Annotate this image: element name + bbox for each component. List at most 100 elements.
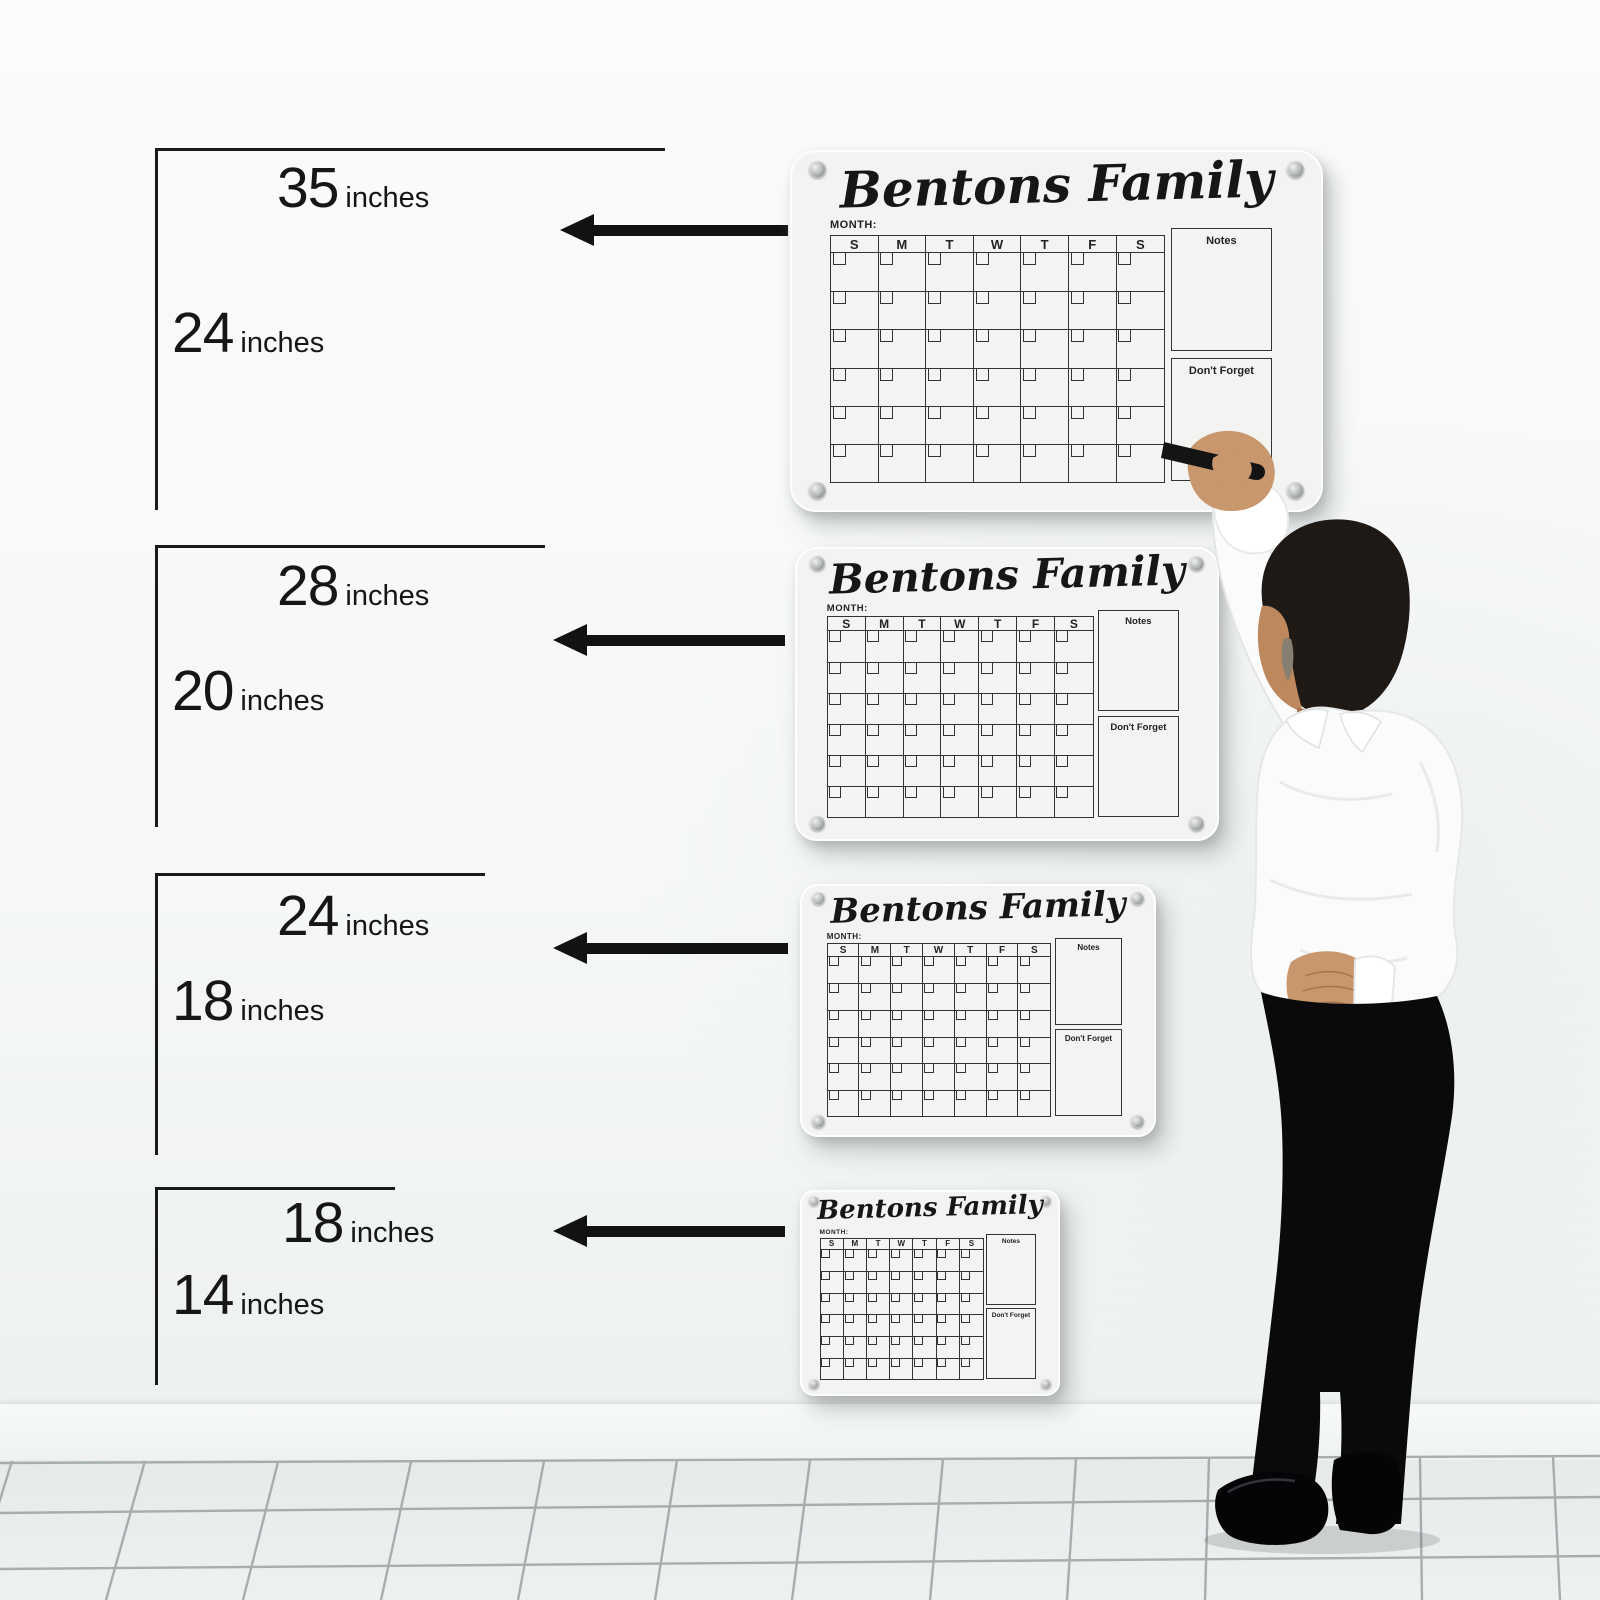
- date-corner-box: [828, 1036, 839, 1047]
- day-cell: [923, 955, 955, 984]
- weekday-header: W: [974, 236, 1022, 253]
- height-unit: inches: [240, 327, 325, 359]
- day-cell: [1054, 693, 1093, 724]
- day-cell: [926, 367, 974, 406]
- day-cell: [1068, 291, 1117, 330]
- date-corner-box: [891, 1271, 901, 1281]
- shirt-sleeve-reaching-arm: [1211, 490, 1355, 730]
- weekday-header: S: [1030, 944, 1038, 956]
- day-cell: [820, 1292, 844, 1315]
- date-corner-box: [829, 693, 842, 706]
- date-corner-box: [924, 955, 935, 966]
- date-corner-box: [924, 1063, 935, 1074]
- date-corner-box: [1118, 405, 1132, 419]
- date-corner-box: [960, 1357, 970, 1367]
- screw-icon: [1040, 1378, 1051, 1389]
- weekday-header: S: [828, 944, 860, 956]
- date-corner-box: [987, 983, 998, 994]
- date-corner-box: [980, 630, 993, 643]
- date-corner-box: [975, 444, 989, 458]
- dont-forget-box: Don't Forget: [985, 1308, 1036, 1380]
- date-corner-box: [1118, 291, 1132, 305]
- day-cell: [1055, 630, 1093, 662]
- day-cell: [890, 1314, 914, 1337]
- day-cell: [1054, 755, 1093, 786]
- day-cell: [859, 1063, 892, 1090]
- day-cell: [843, 1314, 867, 1337]
- day-cell: [890, 1357, 914, 1380]
- date-corner-box: [904, 630, 917, 643]
- day-cell: [843, 1271, 867, 1293]
- date-corner-box: [867, 1292, 877, 1302]
- date-corner-box: [987, 955, 998, 966]
- day-cell: [936, 1357, 960, 1380]
- day-cell: [1018, 955, 1050, 984]
- date-corner-box: [1023, 252, 1037, 266]
- height-label: 14 inches: [172, 1267, 324, 1324]
- hip-hand: [1286, 951, 1378, 1031]
- date-corner-box: [956, 955, 967, 966]
- date-corner-box: [821, 1314, 831, 1324]
- day-cell: [959, 1336, 983, 1358]
- day-cell: [904, 630, 942, 663]
- date-corner-box: [1019, 1063, 1030, 1074]
- date-corner-box: [1018, 785, 1031, 798]
- day-cell: [913, 1248, 937, 1272]
- day-cell: [878, 405, 927, 445]
- date-corner-box: [975, 329, 989, 343]
- date-corner-box: [1118, 329, 1132, 343]
- day-cell: [903, 693, 942, 725]
- date-corner-box: [1023, 405, 1037, 419]
- day-cell: [1068, 329, 1117, 368]
- weekday-header: M: [866, 617, 904, 632]
- date-corner-box: [1056, 693, 1069, 706]
- date-corner-box: [1070, 405, 1084, 419]
- date-corner-box: [891, 1248, 901, 1258]
- date-corner-box: [1023, 367, 1037, 381]
- day-cell: [827, 983, 860, 1010]
- day-cell: [820, 1271, 844, 1293]
- date-corner-box: [937, 1314, 947, 1324]
- day-cell: [827, 755, 866, 786]
- date-corner-box: [821, 1271, 831, 1281]
- weekday-header: S: [1135, 236, 1145, 252]
- date-corner-box: [937, 1336, 947, 1346]
- date-corner-box: [975, 367, 989, 381]
- day-cell: [866, 1314, 891, 1337]
- notes-box: Notes: [985, 1234, 1036, 1306]
- arrow-shaft: [581, 942, 788, 954]
- date-corner-box: [892, 1063, 903, 1074]
- day-cell: [1017, 630, 1055, 663]
- day-cell: [827, 693, 866, 725]
- day-cell: [926, 329, 974, 368]
- day-cell: [867, 1248, 891, 1272]
- date-corner-box: [1019, 1009, 1030, 1020]
- notes-label: Notes: [1077, 943, 1100, 953]
- size-annotation-24x18: 24 inches 18 inches: [155, 873, 485, 1155]
- date-corner-box: [1056, 755, 1069, 767]
- date-corner-box: [975, 405, 989, 419]
- date-corner-box: [821, 1336, 831, 1346]
- day-cell: [1054, 724, 1093, 755]
- day-cell: [1017, 693, 1055, 725]
- date-corner-box: [960, 1336, 970, 1346]
- date-corner-box: [1056, 662, 1069, 675]
- width-label: 35 inches: [277, 160, 429, 217]
- arrow-shaft: [581, 634, 785, 646]
- date-corner-box: [844, 1271, 854, 1281]
- date-corner-box: [956, 983, 967, 994]
- day-cell: [878, 291, 927, 330]
- screw-icon: [809, 815, 825, 831]
- date-corner-box: [829, 785, 842, 798]
- day-cell: [941, 785, 980, 817]
- height-unit: inches: [240, 685, 325, 717]
- weekday-header: M: [859, 944, 892, 956]
- date-corner-box: [1070, 329, 1084, 343]
- screw-icon: [1040, 1196, 1051, 1207]
- day-cell: [827, 785, 866, 817]
- day-cell: [954, 1089, 987, 1117]
- date-corner-box: [914, 1248, 924, 1258]
